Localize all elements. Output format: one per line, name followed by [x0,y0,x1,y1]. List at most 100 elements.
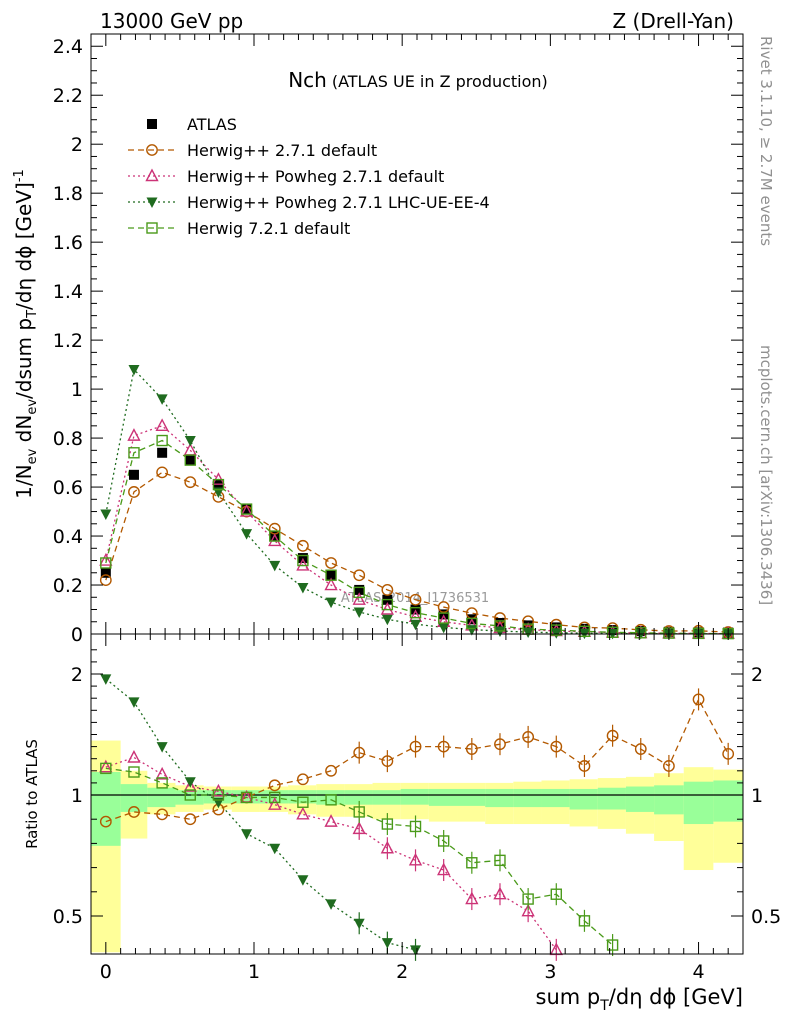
ratio-point-s3-16 [550,888,562,900]
main-ytick-label-2: 0.4 [53,526,83,548]
main-x-ticks [90,34,744,634]
ratio-point-s3-15 [522,893,534,905]
main-ytick-label-11: 2.2 [53,85,83,107]
main-ylabel: 1/Nev dNev/dsum pT/dη dϕ [GeV]-1 [12,169,40,499]
ratio-point-s2-2 [156,742,168,753]
green-band-18 [597,787,626,810]
ratio-point-s0-17 [578,760,591,772]
legend-marker-1 [146,144,158,156]
ratio-point-s1-15 [521,903,535,917]
ratio-point-s3-18 [606,939,619,951]
main-point-s0-5 [241,504,252,515]
legend-label-0: ATLAS [187,115,237,134]
main-point-s4-19 [635,627,647,639]
main-point-s1-1 [128,486,140,498]
legend-marker-0 [147,119,157,129]
main-point-s4-18 [606,626,619,638]
ratio-point-s2-9 [353,918,365,930]
main-point-s3-11 [410,619,422,631]
ratio-point-s1-13 [465,891,479,905]
main-line-series-2 [105,425,729,635]
ratio-point-s3-8 [325,794,337,806]
main-point-s4-17 [578,625,591,638]
green-band-0 [91,772,121,846]
ratio-point-s0-13 [465,743,478,755]
green-band-3 [175,790,204,805]
ratio-point-s1-7 [296,806,310,820]
ratio-point-s3-5 [240,791,253,804]
ratio-point-s3-6 [269,791,281,804]
ratio-point-s3-1 [128,766,140,778]
ratio-line-series-2 [105,678,416,951]
main-point-s4-14 [494,620,506,632]
green-band-13 [457,788,486,806]
ratio-ytick-label-left-0: 0.5 [53,906,83,928]
main-ytick-label-4: 0.8 [53,428,83,450]
main-title: Nch (ATLAS UE in Z production) [288,68,548,92]
main-point-s3-12 [438,622,450,634]
main-ytick-label-12: 2.4 [53,36,83,58]
main-point-s1-3 [184,476,197,489]
legend-marker-2 [145,168,159,182]
ratio-xtick-label-2: 2 [396,961,408,983]
ratio-series-markers [99,674,735,961]
main-point-s4-8 [325,569,337,581]
ratio-point-s1-9 [352,821,366,835]
main-point-s3-14 [494,626,506,638]
main-point-s3-8 [325,597,337,609]
main-point-s3-1 [128,365,140,376]
header-left: 13000 GeV pp [100,9,243,33]
ratio-point-s3-13 [466,857,478,869]
main-ytick-label-10: 2 [71,134,83,156]
ratio-point-s0-12 [437,740,450,753]
main-point-s4-2 [156,434,168,447]
main-point-s0-2 [157,447,168,458]
main-point-s2-6 [268,533,282,547]
ratio-point-s2-3 [184,777,196,788]
main-subtitle-text: (ATLAS UE in Z production) [332,72,548,91]
main-point-s2-10 [380,602,395,615]
green-band-8 [316,790,345,805]
ratio-point-s3-10 [381,818,394,830]
ratio-point-s0-14 [494,738,506,751]
green-band-11 [400,788,429,805]
ratio-point-s0-8 [325,764,337,777]
ratio-y-ticks: 0.5 0.5 1 1 2 2 [53,649,781,928]
green-band-1 [120,784,148,812]
ratio-point-s0-10 [381,755,394,768]
ratio-point-s0-15 [522,731,535,743]
ratio-point-s0-9 [353,746,366,759]
main-point-s0-15 [523,620,534,631]
ratio-point-s0-21 [692,693,705,706]
main-point-s1-9 [353,569,366,582]
ratio-point-s0-3 [184,813,197,826]
green-band-10 [372,790,401,805]
ratio-point-s1-1 [127,749,141,763]
ratio-ytick-label-right-0: 0.5 [751,906,781,928]
ratio-point-s2-1 [128,697,140,708]
main-point-s0-1 [128,469,139,480]
ratio-point-s0-18 [606,729,619,742]
main-ytick-label-9: 1.8 [53,183,83,205]
green-band-20 [654,785,684,815]
main-point-s4-16 [550,624,562,636]
green-band-16 [541,788,570,808]
ratio-ytick-label-right-1: 1 [751,785,763,807]
main-ytick-label-5: 1 [71,379,83,401]
legend: ATLAS Herwig++ 2.7.1 default Herwig++ Powh… [128,115,490,238]
green-band-15 [513,788,542,808]
main-point-s4-1 [128,447,140,459]
ratio-point-s1-10 [380,840,395,854]
main-point-s3-5 [241,529,253,540]
main-point-s3-10 [381,614,393,626]
main-point-s1-7 [296,539,309,552]
ratio-point-s3-3 [184,789,196,801]
ratio-point-s3-17 [578,915,591,927]
ratio-x-ticks: 0 1 2 3 4 [90,634,744,983]
ratio-point-s2-0 [100,674,112,685]
main-point-s1-8 [325,557,337,569]
header-right: Z (Drell-Yan) [612,9,734,33]
ratio-point-s2-7 [297,875,309,886]
legend-marker-4 [146,222,158,234]
